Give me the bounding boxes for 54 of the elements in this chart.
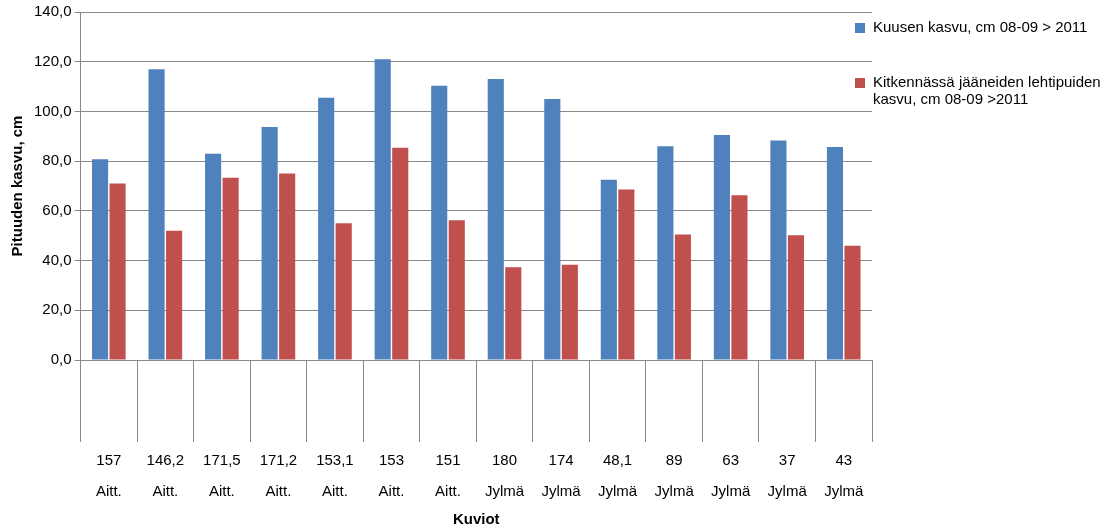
bar — [505, 267, 522, 360]
bar — [335, 223, 352, 360]
bar — [431, 85, 448, 360]
x-tick-label: 89 Jylmä — [654, 450, 695, 500]
y-tick-label: 140,0 — [33, 2, 72, 20]
bar — [448, 220, 465, 360]
y-tick-label: 120,0 — [33, 51, 72, 69]
x-tick-label: 43 Jylmä — [824, 450, 864, 500]
bar — [487, 79, 504, 360]
bar — [261, 127, 278, 360]
x-tick-label: 153,1 Aitt. — [316, 450, 354, 500]
bar — [166, 230, 183, 360]
y-tick-label: 40,0 — [42, 250, 72, 268]
bar — [318, 97, 335, 360]
y-axis-title: Pituuden kasvu, cm — [8, 115, 26, 257]
legend-label: Kitkennässä jääneiden lehtipuiden kasvu, cm 08-09 >2011 — [873, 73, 1102, 107]
bar — [561, 264, 578, 360]
x-axis-title: Kuviot — [452, 510, 500, 528]
bar — [109, 183, 126, 360]
bar — [731, 195, 748, 360]
y-tick-label: 100,0 — [33, 101, 72, 119]
bar — [148, 69, 165, 360]
bar — [279, 173, 296, 360]
x-tick-label: 180 Jylmä — [484, 450, 525, 500]
x-tick-label: 63 Jylmä — [711, 450, 751, 500]
x-tick-label: 171,2 Aitt. — [259, 450, 298, 500]
bar — [618, 189, 635, 360]
legend-label: Kuusen kasvu, cm 08-09 > 2011 — [873, 18, 1088, 35]
bar — [392, 147, 409, 360]
bar — [826, 146, 844, 360]
x-tick-label: 48,1 Jylmä — [598, 450, 638, 500]
x-tick-label: 37 Jylmä — [767, 450, 808, 500]
x-tick-label: 171,5 Aitt. — [203, 450, 241, 500]
x-tick-label: 151 Aitt. — [435, 450, 461, 500]
x-tick-label: 174 Jylmä — [541, 450, 582, 500]
bar — [600, 179, 617, 360]
y-tick-label: 20,0 — [42, 300, 72, 318]
bar — [374, 59, 391, 360]
y-tick-label: 0,0 — [50, 350, 72, 368]
bar — [222, 177, 239, 360]
bar — [544, 99, 561, 360]
bar — [91, 159, 109, 360]
bar — [205, 153, 222, 360]
x-tick-label: 146,2 Aitt. — [146, 450, 185, 500]
y-tick-label: 80,0 — [42, 151, 72, 169]
bar — [657, 146, 674, 360]
bar — [844, 245, 861, 360]
x-tick-label: 153 Aitt. — [378, 450, 405, 500]
bar — [674, 234, 691, 360]
bar — [770, 140, 787, 360]
x-tick-label: 157 Aitt. — [95, 450, 122, 500]
bar — [787, 235, 805, 360]
bar — [713, 135, 730, 360]
y-tick-label: 60,0 — [42, 201, 72, 218]
